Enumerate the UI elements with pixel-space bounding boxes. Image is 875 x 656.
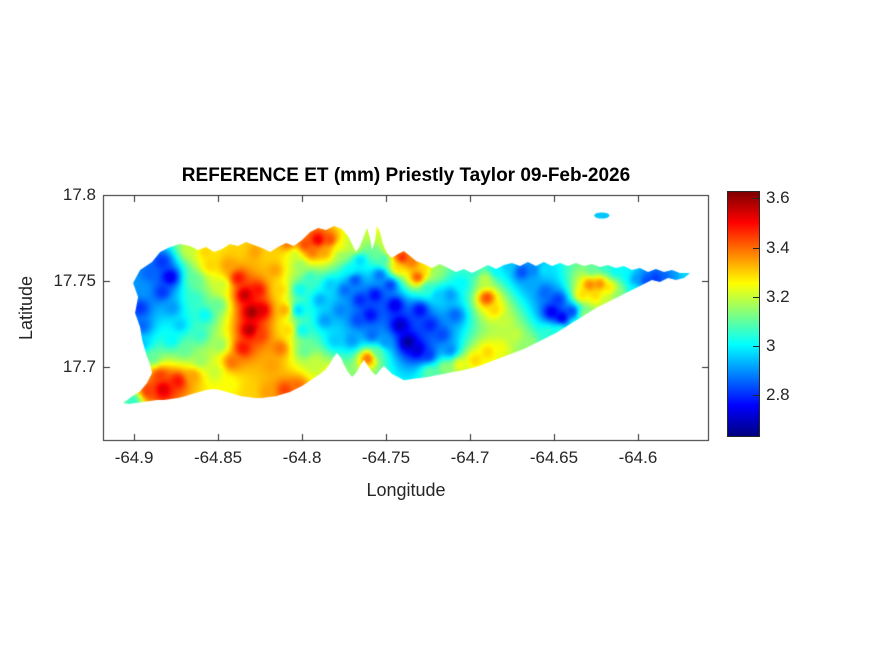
colorbar-tick-mark <box>753 297 759 298</box>
colorbar-tick-label: 3.6 <box>766 188 790 208</box>
y-axis-label: Latitude <box>16 275 36 341</box>
colorbar-tick-label: 3 <box>766 335 776 355</box>
colorbar-tick-mark <box>753 395 759 396</box>
x-tick-label: -64.8 <box>282 448 322 467</box>
y-tick-label: 17.8 <box>62 185 96 204</box>
x-tick-label: -64.9 <box>114 448 154 467</box>
colorbar-tick-label: 3.4 <box>766 237 790 257</box>
colorbar-tick-mark <box>753 248 759 249</box>
x-tick-label: -64.6 <box>618 448 658 467</box>
colorbar-tick-label: 3.2 <box>766 286 790 306</box>
y-tick-label: 17.75 <box>53 271 96 291</box>
x-axis-label: Longitude <box>366 480 446 500</box>
x-tick-label: -64.85 <box>193 448 243 467</box>
colorbar-tick-label: 2.8 <box>766 385 790 405</box>
colorbar-tick-mark <box>753 198 759 199</box>
x-tick-label: -64.7 <box>450 448 490 467</box>
y-tick-label: 17.7 <box>62 357 96 377</box>
colorbar-tick-mark <box>753 346 759 347</box>
chart-title: REFERENCE ET (mm) Priestly Taylor 09-Feb… <box>181 165 631 186</box>
x-tick-label: -64.75 <box>361 448 411 467</box>
x-tick-label: -64.65 <box>529 448 579 467</box>
colorbar <box>727 191 760 437</box>
